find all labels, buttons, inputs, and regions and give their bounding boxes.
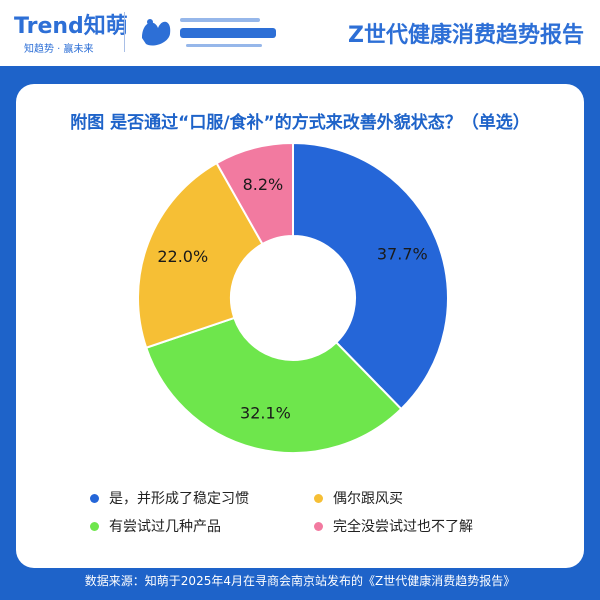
- chart-title: 附图 是否通过“口服/食补”的方式来改善外貌状态？（单选）: [70, 113, 530, 133]
- slice-value-label: 37.7%: [377, 245, 428, 264]
- slice-value-label: 22.0%: [157, 247, 208, 266]
- donut-slice: [292, 141, 449, 411]
- legend-swatch: [90, 521, 99, 531]
- legend-item: 有尝试过几种产品: [90, 516, 221, 536]
- legend-label: 有尝试过几种产品: [109, 519, 221, 535]
- report-title: Z世代健康消费趋势报告: [348, 23, 584, 48]
- legend-item: 是，并形成了稳定习惯: [90, 488, 249, 508]
- header-bar: Trend知萌 知趋势 · 赢未来 Z世代健康消费趋势报告: [0, 0, 600, 66]
- donut-slice: [144, 316, 403, 454]
- donut-slice: [137, 161, 264, 350]
- slice-value-label: 32.1%: [240, 404, 291, 423]
- legend-label: 完全没尝试过也不了解: [333, 519, 473, 535]
- slice-value-label: 8.2%: [243, 175, 284, 194]
- legend-item: 偶尔跟风买: [314, 488, 403, 508]
- legend-swatch: [314, 493, 323, 503]
- partner-logo: [142, 18, 276, 47]
- legend-label: 是，并形成了稳定习惯: [109, 491, 249, 507]
- legend-label: 偶尔跟风买: [333, 491, 403, 507]
- brand-slogan: 知趋势 · 赢未来: [24, 44, 94, 55]
- legend-swatch: [90, 493, 99, 503]
- brand-logo: Trend知萌: [14, 14, 128, 39]
- legend-swatch: [314, 521, 323, 531]
- data-source: 数据来源：知萌于2025年4月在寻商会南京站发布的《Z世代健康消费趋势报告》: [84, 574, 516, 588]
- legend-item: 完全没尝试过也不了解: [314, 516, 473, 536]
- chart-legend: 是，并形成了稳定习惯 偶尔跟风买 有尝试过几种产品 完全没尝试过也不了解: [90, 488, 530, 538]
- donut-slice: [215, 141, 294, 246]
- header-divider: [124, 12, 125, 52]
